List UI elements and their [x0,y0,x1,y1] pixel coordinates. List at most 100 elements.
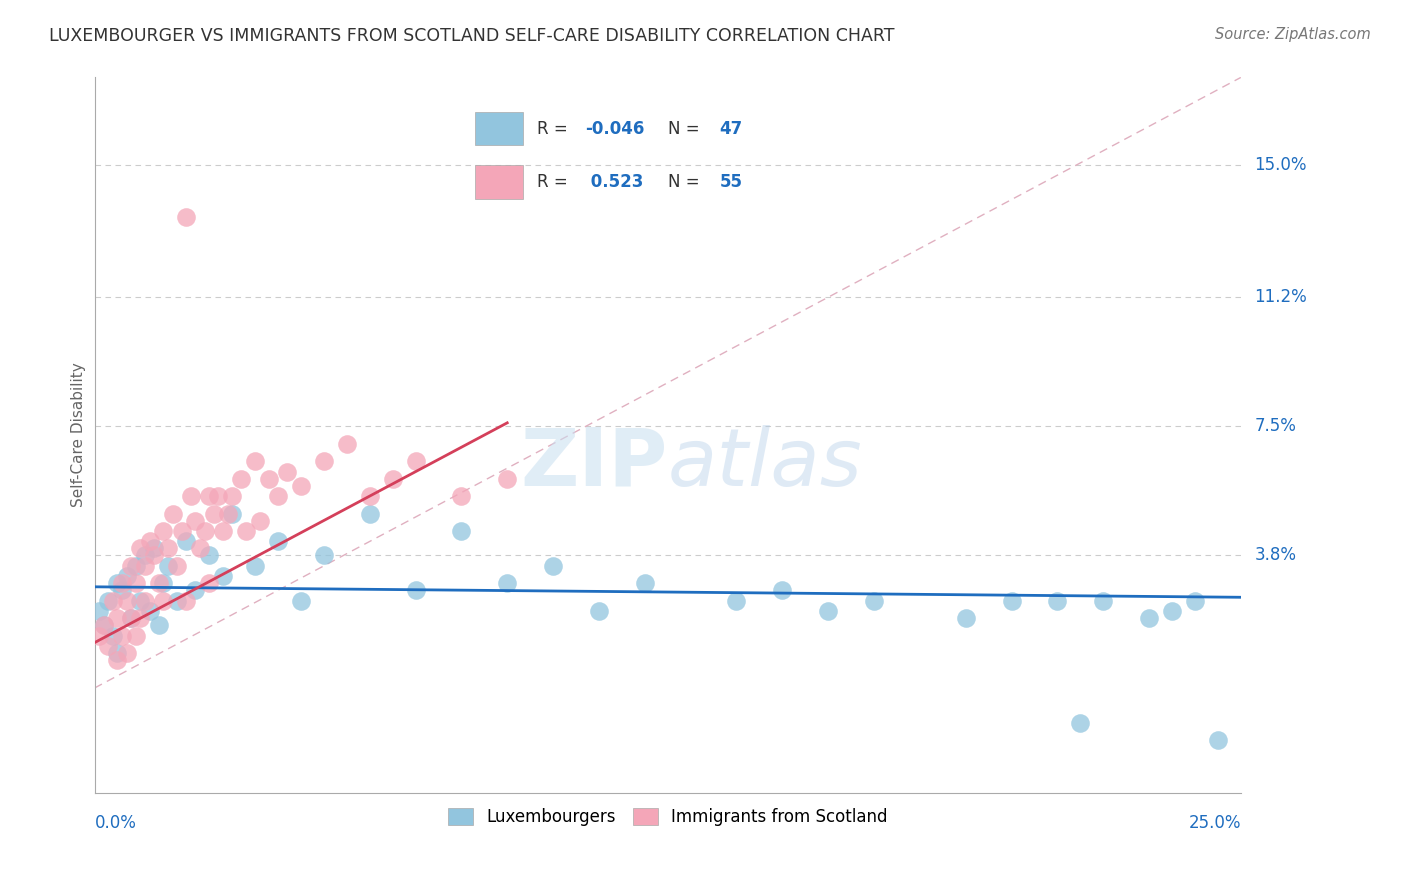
Point [152,524,174,538]
Point [111,583,134,598]
Point [143,541,166,556]
Point [156,558,179,573]
Point [152,576,174,591]
Point [450,489,472,503]
Point [212,524,235,538]
Point [235,524,257,538]
Text: ZIP: ZIP [520,425,668,503]
Point [129,611,152,625]
Point [134,594,156,608]
Point [381,472,404,486]
Text: Source: ZipAtlas.com: Source: ZipAtlas.com [1215,27,1371,42]
Point [107,576,129,591]
Point [198,489,221,503]
Text: 15.0%: 15.0% [1254,156,1308,174]
Point [1161,604,1184,618]
Text: 7.5%: 7.5% [1254,417,1296,435]
Point [863,594,886,608]
Point [101,629,124,643]
Point [359,507,381,521]
Point [1046,594,1069,608]
Point [955,611,977,625]
Point [101,594,124,608]
Legend: Luxembourgers, Immigrants from Scotland: Luxembourgers, Immigrants from Scotland [440,799,896,834]
Point [162,507,184,521]
Point [725,594,748,608]
Text: atlas: atlas [668,425,862,503]
Point [107,611,129,625]
Point [138,534,160,549]
Point [93,618,115,632]
Point [111,629,134,643]
Point [243,558,266,573]
Point [120,611,142,625]
Point [194,524,217,538]
Point [134,558,156,573]
Point [1069,715,1091,730]
Point [202,507,225,521]
Point [217,507,239,521]
Point [148,618,170,632]
Point [115,594,138,608]
Point [129,541,152,556]
Point [89,604,111,618]
Point [817,604,839,618]
Point [184,514,207,528]
Point [138,604,160,618]
Point [97,639,120,653]
Point [496,472,519,486]
Point [174,210,197,224]
Point [89,629,111,643]
Point [143,549,166,563]
Point [359,489,381,503]
Point [231,472,253,486]
Point [257,472,280,486]
Text: 3.8%: 3.8% [1254,547,1296,565]
Point [207,489,229,503]
Point [588,604,610,618]
Point [541,558,564,573]
Point [152,594,174,608]
Point [184,583,207,598]
Point [148,576,170,591]
Point [129,594,152,608]
Point [125,576,148,591]
Point [634,576,657,591]
Point [1092,594,1115,608]
Point [125,629,148,643]
Point [212,569,235,583]
Point [496,576,519,591]
Point [405,583,427,598]
Point [180,489,202,503]
Point [107,653,129,667]
Point [1206,733,1229,747]
Point [166,594,188,608]
Point [115,569,138,583]
Point [1184,594,1206,608]
Point [312,549,335,563]
Point [405,454,427,468]
Point [276,465,298,479]
Point [221,489,243,503]
Point [97,594,120,608]
Point [115,646,138,660]
Point [290,478,312,492]
Text: 25.0%: 25.0% [1188,814,1241,831]
Point [174,534,197,549]
Y-axis label: Self-Care Disability: Self-Care Disability [72,363,86,508]
Point [267,489,290,503]
Text: 0.0%: 0.0% [94,814,136,831]
Point [243,454,266,468]
Point [198,549,221,563]
Point [125,558,148,573]
Point [312,454,335,468]
Point [111,576,134,591]
Point [134,549,156,563]
Text: LUXEMBOURGER VS IMMIGRANTS FROM SCOTLAND SELF-CARE DISABILITY CORRELATION CHART: LUXEMBOURGER VS IMMIGRANTS FROM SCOTLAND… [49,27,894,45]
Point [170,524,193,538]
Point [198,576,221,591]
Point [120,558,142,573]
Point [770,583,793,598]
Point [1137,611,1160,625]
Point [336,436,359,450]
